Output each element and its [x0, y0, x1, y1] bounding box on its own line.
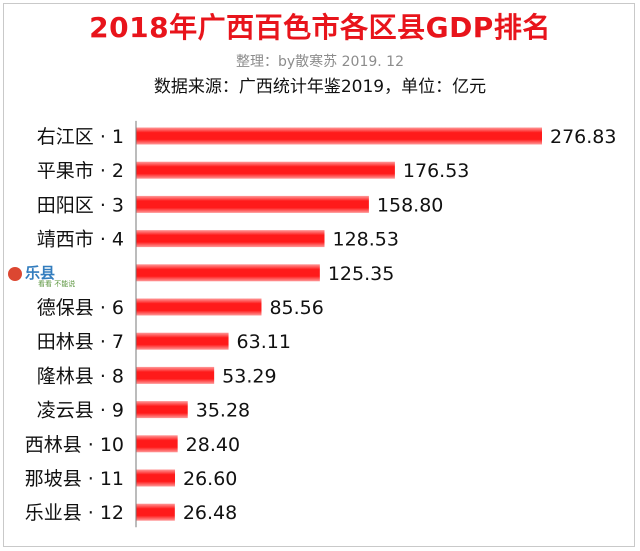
bar — [136, 366, 215, 384]
bar — [136, 230, 325, 248]
value-label: 125.35 — [328, 263, 394, 285]
bar — [136, 264, 320, 282]
bar — [136, 195, 369, 213]
value-label: 158.80 — [377, 194, 443, 216]
category-label: 靖西市 · 4 — [37, 229, 124, 251]
bar — [136, 332, 229, 350]
value-label: 85.56 — [269, 297, 323, 319]
value-label: 276.83 — [550, 126, 616, 148]
chart-title: 2018年广西百色市各区县GDP排名 — [89, 11, 551, 44]
value-label: 26.60 — [183, 468, 237, 490]
value-label: 128.53 — [333, 229, 399, 251]
bar — [136, 435, 178, 453]
category-label: 隆林县 · 8 — [37, 365, 124, 387]
category-label: 凌云县 · 9 — [37, 400, 124, 422]
bar — [136, 503, 175, 521]
category-label: 乐业县 · 12 — [25, 502, 124, 524]
chart-subtitle: 整理：by散寒苏 2019. 12 — [236, 54, 404, 70]
category-label: 田阳区 · 3 — [37, 194, 124, 216]
category-label: 平果市 · 2 — [37, 160, 124, 182]
data-source-note: 数据来源：广西统计年鉴2019，单位：亿元 — [153, 77, 487, 97]
watermark-icon — [8, 266, 22, 281]
watermark-logo: 乐县 看看 不能说 — [8, 262, 126, 288]
value-label: 35.28 — [196, 400, 250, 422]
value-label: 28.40 — [186, 434, 240, 456]
category-label: 田林县 · 7 — [37, 331, 124, 353]
value-label: 26.48 — [183, 502, 237, 524]
value-label: 176.53 — [403, 160, 469, 182]
watermark-text: 乐县 — [25, 264, 56, 282]
bar — [136, 298, 262, 316]
category-label: 右江区 · 1 — [37, 126, 124, 148]
category-label: 德保县 · 6 — [37, 297, 124, 319]
bars-group: 右江区 · 1 276.83 平果市 · 2 176.53 田阳区 · 3 158.80 靖… — [25, 126, 617, 524]
bar — [136, 127, 542, 145]
category-label: 那坡县 · 11 — [25, 468, 124, 490]
bar — [136, 469, 176, 487]
bar — [136, 161, 395, 179]
value-label: 63.11 — [237, 331, 291, 353]
category-label: 西林县 · 10 — [25, 434, 124, 456]
bar — [136, 401, 188, 419]
value-label: 53.29 — [222, 365, 276, 387]
watermark-subtext: 看看 不能说 — [38, 280, 76, 288]
